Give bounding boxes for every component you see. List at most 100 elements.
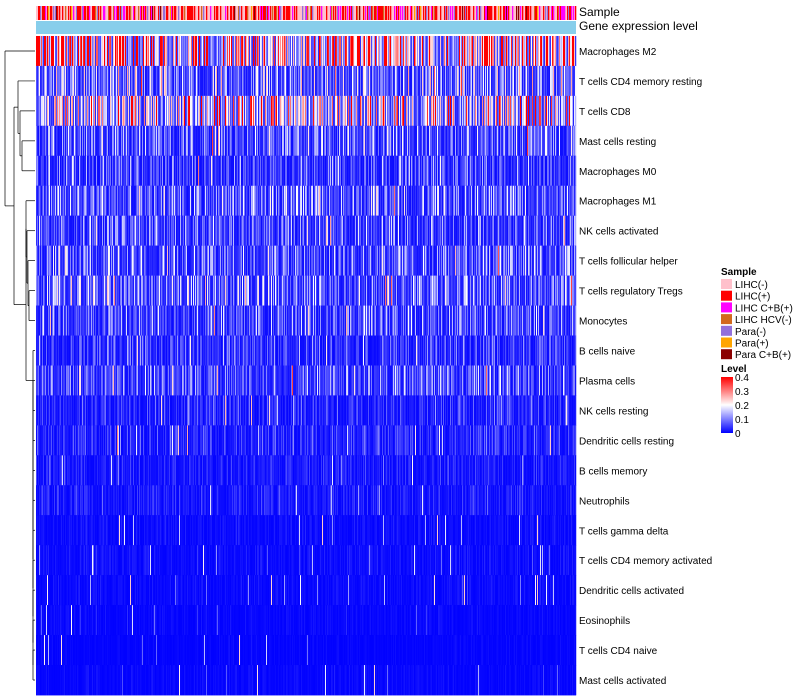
heatmap-cell — [462, 155, 464, 187]
heatmap-cell — [288, 125, 290, 157]
heatmap-cell — [158, 155, 160, 187]
heatmap-cell — [292, 215, 294, 246]
heatmap-cell — [526, 245, 528, 276]
heatmap-cell — [303, 125, 305, 157]
heatmap-cell — [64, 185, 66, 217]
heatmap-cell — [190, 95, 192, 127]
heatmap-cell — [569, 65, 571, 97]
heatmap-cell — [314, 125, 316, 157]
heatmap-cell — [354, 125, 356, 157]
heatmap-cell — [404, 65, 406, 97]
heatmap-cell — [157, 36, 159, 67]
heatmap-cell — [467, 95, 469, 127]
heatmap-cell — [402, 185, 404, 217]
heatmap-cell — [48, 155, 50, 187]
heatmap-cell — [38, 125, 40, 157]
heatmap-cell — [179, 185, 181, 217]
heatmap-cell — [286, 95, 288, 127]
heatmap-cell — [559, 215, 561, 246]
heatmap-cell — [52, 245, 54, 276]
heatmap-cell — [385, 65, 387, 97]
heatmap-cell — [134, 275, 136, 306]
heatmap-cell — [111, 65, 113, 97]
heatmap-cell — [445, 215, 447, 246]
heatmap-cell — [472, 245, 474, 276]
heatmap-cell — [207, 125, 209, 157]
heatmap-cell — [143, 215, 145, 246]
heatmap-cell — [353, 95, 355, 127]
heatmap-cell — [75, 215, 77, 246]
heatmap-cell — [366, 36, 368, 67]
heatmap-cell — [399, 65, 401, 97]
heatmap-cell — [310, 65, 312, 97]
heatmap-cell — [116, 155, 118, 187]
heatmap-cell — [103, 125, 105, 157]
heatmap-cell — [468, 36, 470, 67]
heatmap-cell — [521, 245, 523, 276]
heatmap-cell — [503, 36, 505, 67]
heatmap-cell — [504, 155, 506, 187]
heatmap-cell — [382, 36, 384, 67]
heatmap-cell — [258, 95, 260, 127]
sample-cell — [93, 6, 95, 20]
heatmap-cell — [142, 65, 144, 97]
heatmap-cell — [460, 215, 462, 246]
heatmap-cell — [187, 125, 189, 157]
heatmap-cell — [71, 36, 73, 67]
heatmap-cell — [85, 125, 87, 157]
heatmap-cell — [360, 215, 362, 246]
heatmap-cell — [295, 215, 297, 246]
heatmap-cell — [88, 125, 90, 157]
heatmap-cell — [71, 155, 73, 187]
heatmap-cell — [543, 36, 545, 67]
heatmap-cell — [482, 65, 484, 97]
heatmap-cell — [310, 185, 312, 217]
heatmap-cell — [65, 155, 67, 187]
heatmap-cell — [489, 215, 491, 246]
heatmap-cell — [239, 95, 241, 127]
heatmap-cell — [222, 95, 224, 127]
heatmap-cell — [529, 215, 531, 246]
heatmap-cell — [450, 125, 452, 157]
heatmap-cell — [225, 65, 227, 97]
heatmap-cell — [159, 95, 161, 127]
heatmap-cell — [175, 155, 177, 187]
heatmap-cell — [385, 275, 387, 306]
heatmap-cell — [175, 36, 177, 67]
heatmap-cell — [383, 185, 385, 217]
heatmap-cell — [110, 215, 112, 246]
heatmap-cell — [403, 155, 405, 187]
heatmap-cell — [347, 95, 349, 127]
heatmap-cell — [115, 95, 117, 127]
heatmap-cell — [337, 245, 339, 276]
heatmap-cell — [560, 185, 562, 217]
heatmap-cell — [155, 215, 157, 246]
heatmap-cell — [200, 125, 202, 157]
heatmap-cell — [397, 215, 399, 246]
heatmap-cell — [381, 125, 383, 157]
heatmap-cell — [237, 155, 239, 187]
heatmap-cell — [333, 125, 335, 157]
heatmap-cell — [558, 215, 560, 246]
heatmap-cell — [470, 65, 472, 97]
heatmap-cell — [189, 155, 191, 187]
heatmap-cell — [178, 65, 180, 97]
heatmap-cell — [242, 95, 244, 127]
heatmap-cell — [187, 95, 189, 127]
heatmap-cell — [407, 36, 409, 67]
heatmap-cell — [335, 215, 337, 246]
heatmap-cell — [132, 185, 134, 217]
heatmap-cell — [272, 36, 274, 67]
heatmap-cell — [253, 155, 255, 187]
heatmap-cell — [573, 36, 575, 67]
heatmap-cell — [174, 155, 176, 187]
heatmap-cell — [184, 245, 186, 276]
heatmap-cell — [44, 155, 46, 187]
heatmap-cell — [111, 95, 113, 127]
heatmap-cell — [180, 36, 182, 67]
heatmap-cell — [154, 125, 156, 157]
heatmap-cell — [78, 155, 80, 187]
heatmap-cell — [161, 36, 163, 67]
heatmap-cell — [569, 245, 571, 276]
heatmap-cell — [219, 245, 221, 276]
